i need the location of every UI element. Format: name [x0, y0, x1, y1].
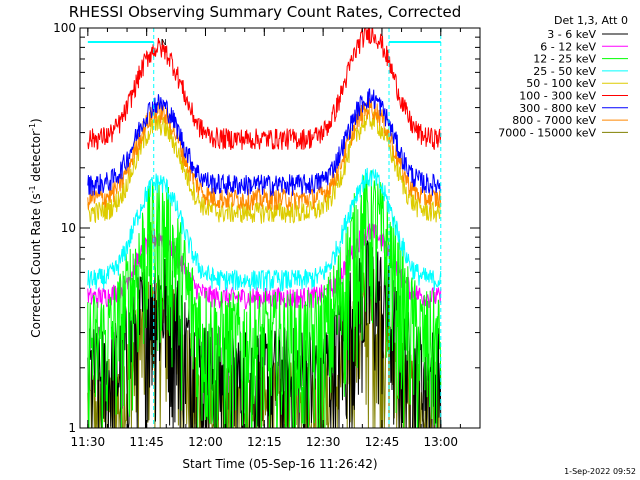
legend-entry: 800 - 7000 keV [512, 114, 596, 127]
legend-entry: 6 - 12 keV [540, 40, 596, 53]
legend-entry: 300 - 800 keV [519, 102, 596, 115]
legend-entry: 12 - 25 keV [533, 53, 596, 66]
legend-entry: 25 - 50 keV [533, 65, 596, 78]
x-tick-label: 11:45 [129, 435, 164, 449]
legend-entry: 50 - 100 keV [526, 77, 596, 90]
legend-entry: 3 - 6 keV [547, 28, 596, 41]
x-tick-label: 13:00 [423, 435, 458, 449]
x-tick-label: 12:45 [365, 435, 400, 449]
chart-title: RHESSI Observing Summary Count Rates, Co… [69, 3, 462, 21]
series-line-50-100-kev [87, 109, 442, 224]
timestamp: 1-Sep-2022 09:52 [564, 467, 636, 476]
series-line-800-7000-kev [87, 98, 442, 211]
x-tick-label: 12:30 [306, 435, 341, 449]
y-tick-label: 10 [61, 221, 76, 235]
y-axis-label: Corrected Count Rate (s-1 detector-1) [28, 118, 43, 337]
night-label: N [161, 38, 167, 47]
legend-header: Det 1,3, Att 0 [554, 14, 628, 27]
series-line-100-300-kev [87, 28, 442, 151]
y-tick-label: 1 [68, 421, 76, 435]
night-indicators: N [87, 28, 442, 428]
x-tick-label: 12:00 [188, 435, 223, 449]
axis-ticks: 11:30 11:45 12:00 12:15 12:30 12:45 13:00 1 10 10… [53, 21, 480, 449]
legend-entry: 100 - 300 keV [519, 90, 596, 103]
legend-entry: 7000 - 15000 keV [498, 126, 596, 139]
x-tick-label: 11:30 [71, 435, 106, 449]
series-layer [87, 28, 442, 428]
series-line-25-50-kev [87, 167, 442, 292]
y-tick-label: 100 [53, 21, 76, 35]
x-axis-label: Start Time (05-Sep-16 11:26:42) [182, 457, 377, 471]
x-tick-label: 12:15 [247, 435, 282, 449]
series-line-300-800-kev [87, 88, 442, 198]
